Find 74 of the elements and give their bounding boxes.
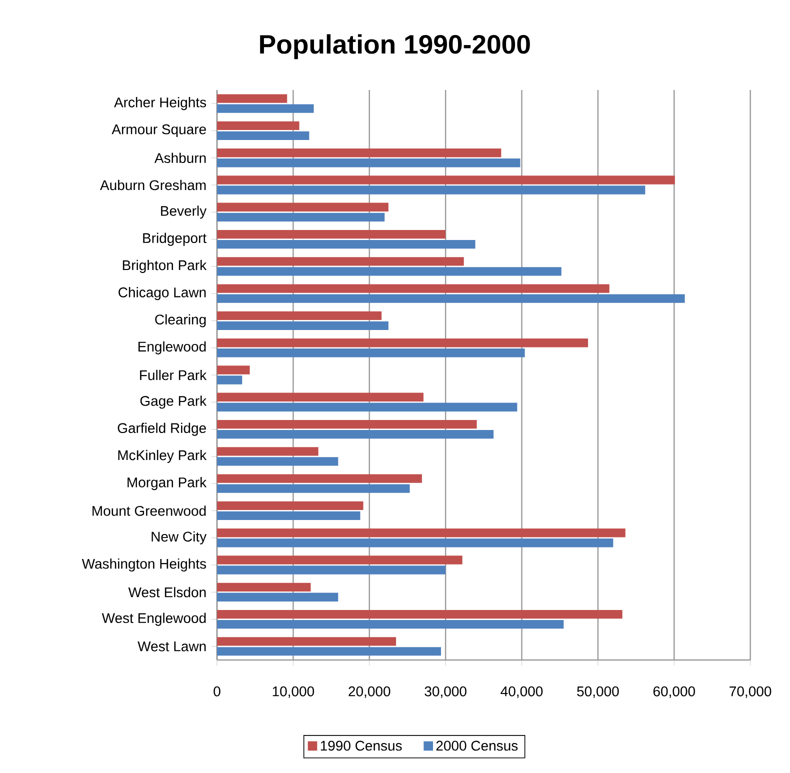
y-tick-label: Clearing [155,314,206,328]
y-tick-label: New City [152,531,207,544]
bar [217,376,242,384]
bar [217,148,502,158]
bar [217,392,424,402]
bar [217,501,364,510]
bar [217,230,446,239]
legend-label: 1990 Census [320,740,402,751]
y-tick-label: Archer Heights [114,97,206,110]
bar [217,647,441,656]
y-tick-label: Mount Greenwood [92,506,206,516]
bar [217,131,310,140]
bar [217,511,360,520]
bar [217,158,520,168]
y-tick-label: Brighton Park [122,260,207,273]
y-tick-label: Fuller Park [140,370,207,380]
y-tick-label: Auburn Gresham [100,180,206,190]
bar [217,176,675,184]
bar [217,447,318,456]
bar [217,420,477,429]
x-tick-label: 10,000 [272,686,314,698]
bar [217,121,300,130]
bar [217,284,610,293]
bar [217,566,446,574]
x-tick-label: 30,000 [424,686,466,698]
bar [217,637,396,646]
bar [217,94,288,103]
y-tick-label: McKinley Park [118,450,207,463]
bar [217,474,422,483]
bar [217,556,462,564]
bar [217,267,562,276]
bar [217,311,382,320]
y-tick-label: West Lawn [138,642,206,652]
y-tick-label: Ashburn [154,152,206,164]
legend-label: 2000 Census [436,740,518,751]
bar [217,592,338,602]
bar [217,620,564,629]
y-tick-label: Beverly [161,206,207,219]
y-tick-label: Chicago Lawn [118,287,206,300]
x-tick-label: 50,000 [577,686,619,698]
bar [217,212,385,222]
y-tick-label: West Elsdon [128,587,206,598]
x-tick-label: 70,000 [730,686,772,698]
bar [217,104,314,113]
bar [217,610,622,619]
x-tick-label: 60,000 [653,686,695,698]
y-tick-label: Armour Square [112,124,206,138]
bar [217,430,494,439]
y-tick-label: Bridgeport [143,232,206,246]
chart-title: Population 1990-2000 [260,34,530,60]
y-tick-label: Englewood [138,341,206,354]
bar [217,240,476,249]
y-tick-label: Garfield Ridge [118,422,206,436]
bar [217,366,250,374]
bar [217,257,464,266]
bar [217,294,685,303]
bar [217,528,626,538]
bar [217,582,311,592]
y-tick-label: Gage Park [140,396,207,409]
bar [217,338,588,348]
bar [217,348,525,358]
y-tick-label: West Englewood [102,612,206,626]
bar [217,402,518,412]
bar [217,538,614,548]
bar [217,484,410,493]
y-tick-label: Morgan Park [128,477,207,490]
bar [217,186,646,194]
bar [217,321,388,330]
bar [217,457,338,466]
bar [217,202,388,212]
x-tick-label: 0 [214,686,220,696]
y-tick-label: Washington Heights [82,558,206,572]
x-tick-label: 40,000 [500,686,543,698]
x-tick-label: 20,000 [348,686,390,698]
